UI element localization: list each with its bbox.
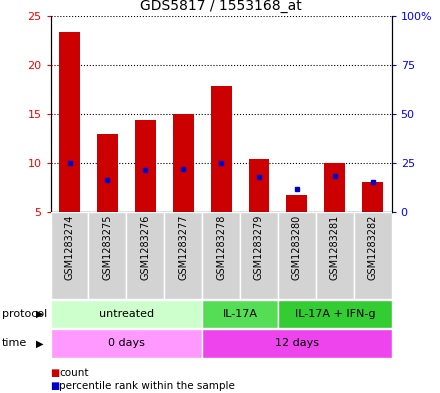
Bar	[59, 33, 80, 212]
Text: GSM1283278: GSM1283278	[216, 215, 226, 280]
Bar	[278, 300, 392, 328]
Text: GSM1283279: GSM1283279	[254, 215, 264, 280]
Text: 12 days: 12 days	[275, 338, 319, 349]
Bar	[362, 182, 383, 212]
Bar	[88, 212, 126, 299]
Title: GDS5817 / 1553168_at: GDS5817 / 1553168_at	[140, 0, 302, 13]
Bar	[249, 159, 269, 212]
Text: untreated: untreated	[99, 309, 154, 319]
Text: count: count	[59, 367, 89, 378]
Text: percentile rank within the sample: percentile rank within the sample	[59, 381, 235, 391]
Bar	[211, 86, 231, 212]
Bar	[202, 300, 278, 328]
Bar	[278, 212, 316, 299]
Text: GSM1283275: GSM1283275	[103, 215, 113, 280]
Text: ▶: ▶	[36, 338, 43, 349]
Text: GSM1283282: GSM1283282	[368, 215, 378, 280]
Bar	[51, 329, 202, 358]
Bar	[51, 300, 202, 328]
Bar	[97, 134, 118, 212]
Text: IL-17A: IL-17A	[223, 309, 257, 319]
Text: 0 days: 0 days	[108, 338, 145, 349]
Bar	[51, 212, 88, 299]
Bar	[202, 212, 240, 299]
Bar	[173, 114, 194, 212]
Text: GSM1283281: GSM1283281	[330, 215, 340, 280]
Text: GSM1283276: GSM1283276	[140, 215, 150, 280]
Bar	[135, 120, 156, 212]
Bar	[354, 212, 392, 299]
Bar	[164, 212, 202, 299]
Text: GSM1283277: GSM1283277	[178, 215, 188, 280]
Text: time: time	[2, 338, 27, 349]
Bar	[324, 163, 345, 212]
Text: ■: ■	[51, 367, 60, 378]
Bar	[240, 212, 278, 299]
Text: ▶: ▶	[36, 309, 43, 319]
Bar	[202, 329, 392, 358]
Text: ■: ■	[51, 381, 60, 391]
Text: protocol: protocol	[2, 309, 48, 319]
Bar	[126, 212, 164, 299]
Bar	[286, 195, 307, 212]
Text: GSM1283280: GSM1283280	[292, 215, 302, 280]
Bar	[316, 212, 354, 299]
Text: GSM1283274: GSM1283274	[65, 215, 74, 280]
Text: IL-17A + IFN-g: IL-17A + IFN-g	[294, 309, 375, 319]
